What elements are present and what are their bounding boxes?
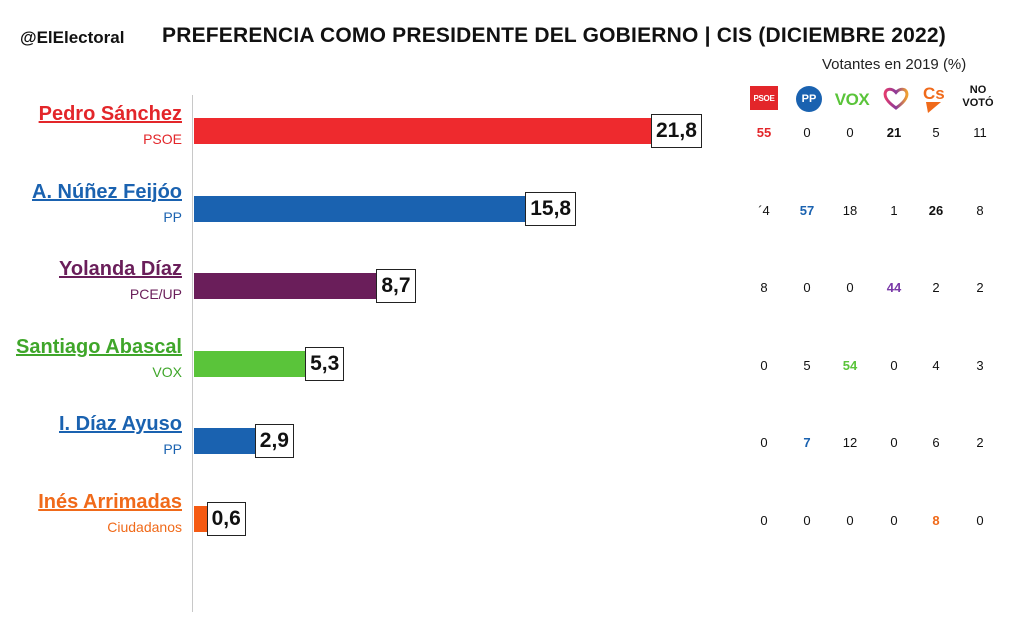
- chart-title: PREFERENCIA COMO PRESIDENTE DEL GOBIERNO…: [162, 24, 946, 47]
- table-cell: 0: [846, 125, 854, 140]
- no-voto-header: NO VOTÓ: [958, 84, 998, 110]
- vox-logo-icon: VOX: [834, 90, 870, 109]
- heart-logo-icon: [882, 84, 910, 112]
- table-cell: 5: [932, 125, 940, 140]
- table-cell: 8: [976, 202, 984, 218]
- candidate-party: VOX: [152, 363, 182, 380]
- bar-2: [194, 195, 526, 222]
- table-cell: 26: [928, 202, 944, 218]
- svg-text:Cs: Cs: [923, 84, 945, 103]
- table-cell: 0: [760, 513, 768, 528]
- table-cell: 4: [932, 357, 940, 373]
- table-cell: 7: [803, 435, 811, 451]
- source-handle: @ElElectoral: [20, 28, 125, 47]
- table-cell: 0: [890, 357, 898, 373]
- bar-value-label: 21,8: [651, 114, 702, 148]
- table-cell: 54: [842, 357, 858, 373]
- table-subtitle: Votantes en 2019 (%): [822, 56, 967, 73]
- table-cell: 2: [976, 280, 984, 296]
- bar-value-label: 0,6: [206, 502, 246, 536]
- table-cell: 5: [803, 357, 811, 373]
- bar-3: [194, 273, 377, 300]
- table-cell: 2: [976, 435, 984, 451]
- table-cell: 0: [760, 435, 768, 451]
- table-cell: 0: [760, 357, 768, 373]
- table-cell: 3: [976, 357, 984, 373]
- bar-6: [194, 506, 207, 532]
- bar-value-label: 15,8: [525, 191, 577, 226]
- table-cell: 0: [846, 280, 854, 296]
- candidate-name: I. Díaz Ayuso: [59, 413, 182, 436]
- table-cell: 11: [973, 125, 987, 140]
- table-cell: 8: [760, 280, 768, 296]
- bar-5: [194, 428, 255, 455]
- no-voto-line-1: NO: [969, 84, 987, 96]
- table-cell: 12: [842, 435, 858, 451]
- table-cell: 1: [890, 202, 898, 218]
- bar-value-label: 8,7: [376, 269, 416, 304]
- table-cell: 21: [886, 125, 902, 140]
- candidate-party: PSOE: [143, 131, 182, 147]
- bar-value-label: 5,3: [305, 346, 345, 381]
- candidate-name: Pedro Sánchez: [38, 103, 182, 125]
- psoe-logo-icon: PSOE: [750, 86, 778, 110]
- candidate-party: PP: [163, 441, 182, 458]
- y-axis-line: [192, 95, 193, 612]
- table-cell: 0: [803, 125, 811, 140]
- table-cell: 0: [976, 513, 984, 528]
- candidate-name: Inés Arrimadas: [38, 491, 182, 513]
- candidate-name: Yolanda Díaz: [59, 258, 182, 281]
- cs-logo-icon: Cs: [922, 82, 952, 114]
- bar-value-label: 2,9: [254, 424, 294, 459]
- candidate-party: Ciudadanos: [107, 519, 182, 535]
- candidate-party: PCE/UP: [129, 286, 182, 303]
- table-cell: 57: [799, 202, 815, 218]
- table-cell: 55: [756, 125, 772, 140]
- table-cell: ´4: [758, 202, 770, 218]
- bar-4: [194, 350, 306, 377]
- no-voto-line-2: VOTÓ: [962, 97, 994, 109]
- candidate-name: A. Núñez Feijóo: [32, 180, 182, 203]
- table-cell: 6: [932, 435, 940, 451]
- pp-logo-icon: PP: [796, 86, 822, 112]
- table-cell: 0: [846, 513, 854, 528]
- table-cell: 0: [890, 435, 898, 451]
- table-cell: 8: [932, 513, 940, 528]
- table-cell: 18: [842, 202, 858, 218]
- table-cell: 2: [932, 280, 940, 296]
- table-cell: 44: [886, 280, 902, 296]
- candidate-name: Santiago Abascal: [16, 335, 182, 358]
- candidate-party: PP: [163, 208, 182, 225]
- bar-1: [194, 118, 651, 144]
- table-cell: 0: [803, 513, 811, 528]
- table-cell: 0: [803, 280, 811, 296]
- table-cell: 0: [890, 513, 898, 528]
